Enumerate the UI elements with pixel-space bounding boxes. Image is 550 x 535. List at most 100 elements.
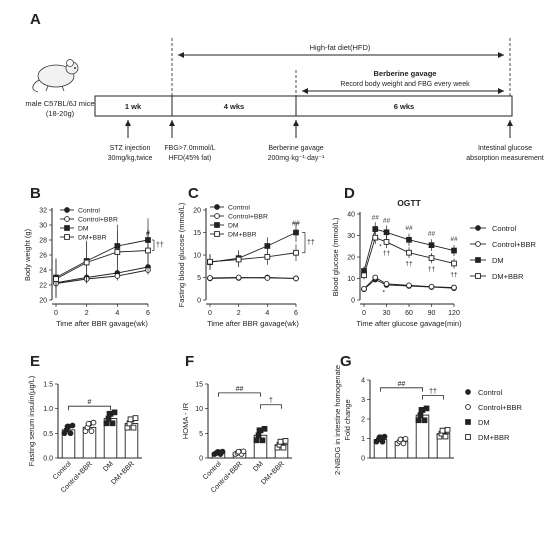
y-axis-title: Fasting blood glucose (mmol/L) (177, 202, 186, 307)
data-point (418, 407, 425, 413)
data-point (127, 416, 134, 423)
data-point (256, 427, 263, 434)
data-point (372, 226, 379, 232)
significance-bracket (380, 387, 423, 392)
berberine-subtitle: Record body weight and FBG every week (340, 81, 470, 88)
y-tick-label: 0 (199, 456, 203, 463)
annotation: # (146, 231, 150, 238)
annotation: †† (450, 271, 458, 278)
data-point (293, 229, 299, 236)
y-tick-label: 26 (39, 253, 47, 260)
y-tick-label: 1 (361, 436, 365, 443)
legend-label: Control+BBR (228, 214, 268, 221)
legend-label: DM (78, 226, 89, 233)
data-point (406, 236, 412, 243)
schematic-panel: male C57BL/6J mice (18-20g) 1 wk 4 wks 6… (25, 38, 544, 162)
legend-label: Control (228, 205, 250, 212)
legend-marker (214, 213, 220, 219)
y-tick-label: 1.0 (43, 406, 53, 413)
data-point (114, 249, 121, 255)
data-point (451, 247, 457, 254)
annotation: †† (307, 240, 315, 247)
legend-marker (475, 241, 481, 247)
data-point (383, 229, 390, 236)
annotation: ## (450, 236, 458, 243)
data-point (145, 247, 151, 254)
panel-letter-b: B (30, 185, 41, 202)
event-arrows (125, 120, 513, 138)
panel-letter-c: C (188, 185, 199, 202)
y-tick-label: 10 (347, 276, 355, 283)
y-tick-label: 0.5 (43, 431, 53, 438)
mouse-label-line1: male C57BL/6J mice (25, 99, 94, 108)
fbg-label-line2: HFD(45% fat) (169, 155, 212, 162)
y-tick-label: 22 (39, 283, 47, 290)
y-axis-title: Blood glucose (mmol/L) (331, 217, 340, 296)
series-line-2 (55, 239, 149, 278)
x-tick-label: 60 (405, 310, 413, 317)
annotation: †† (405, 261, 413, 268)
legend-marker (475, 257, 481, 263)
annotation: ## (383, 218, 391, 225)
legend-marker (214, 204, 220, 210)
data-point (69, 422, 76, 429)
y-tick-label: 24 (39, 268, 47, 275)
data-point (90, 419, 97, 426)
data-point (255, 432, 262, 439)
legend-marker (475, 225, 481, 231)
y-tick-label: 15 (193, 230, 201, 237)
data-point (103, 420, 110, 427)
y-tick-label: 2 (361, 417, 365, 424)
data-point (372, 274, 379, 281)
y-tick-label: 40 (347, 212, 355, 219)
legend-label: Control (492, 224, 517, 233)
intestinal-label-line2: absorption measurement (466, 155, 543, 162)
series-line-1 (55, 269, 149, 284)
data-point (64, 423, 71, 430)
data-point (406, 282, 412, 289)
y-tick-label: 0 (351, 298, 355, 305)
legend-label: DM (478, 418, 490, 427)
y-tick-label: 32 (39, 208, 47, 215)
data-point (423, 405, 430, 412)
stz-label-line1: STZ injection (110, 145, 151, 152)
annotation: †† (156, 242, 164, 249)
y-tick-label: 28 (39, 238, 47, 245)
panel-letter-a: A (30, 11, 41, 28)
legend-marker (214, 222, 220, 228)
data-point (240, 448, 247, 455)
legend-label: Control+BBR (78, 217, 118, 224)
annotation: †† (383, 250, 391, 257)
data-point (451, 284, 457, 291)
data-point (379, 438, 386, 445)
x-tick-label: 0 (208, 310, 212, 317)
y-tick-label: 0 (197, 298, 201, 305)
annotation: # (88, 399, 92, 406)
data-point (105, 415, 112, 422)
bbr-gavage-label-line2: 200mg·kg⁻¹·day⁻¹ (268, 155, 325, 162)
series-line-3 (55, 250, 149, 280)
y-axis-title: 2-NBDG in intestine homogenate (333, 365, 342, 475)
data-point (383, 239, 390, 245)
significance-bracket (260, 404, 282, 409)
series-line-3 (363, 237, 455, 276)
legend-label: DM (228, 223, 239, 230)
data-point (428, 255, 435, 261)
y-tick-label: 30 (39, 223, 47, 230)
x-tick-label: 2 (85, 310, 89, 317)
data-point (114, 273, 121, 279)
berberine-title: Berberine gavage (374, 69, 437, 78)
panel-letter-d: D (344, 185, 355, 202)
y-tick-label: 20 (347, 255, 355, 262)
data-point (406, 249, 412, 256)
stz-label-line2: 30mg/kg,twice (108, 155, 153, 162)
y-tick-label: 3 (361, 397, 365, 404)
data-point (293, 275, 299, 282)
ogtt-chart: 0 10 20 30 40 0 30 60 90 120 Time after glucose ga… (331, 198, 537, 328)
y-tick-label: 1.5 (43, 382, 53, 389)
intestinal-label-line1: Intestinal glucose (478, 145, 532, 152)
significance-bracket (68, 405, 111, 411)
annotation: ## (428, 231, 436, 238)
x-tick-label: 0 (362, 310, 366, 317)
